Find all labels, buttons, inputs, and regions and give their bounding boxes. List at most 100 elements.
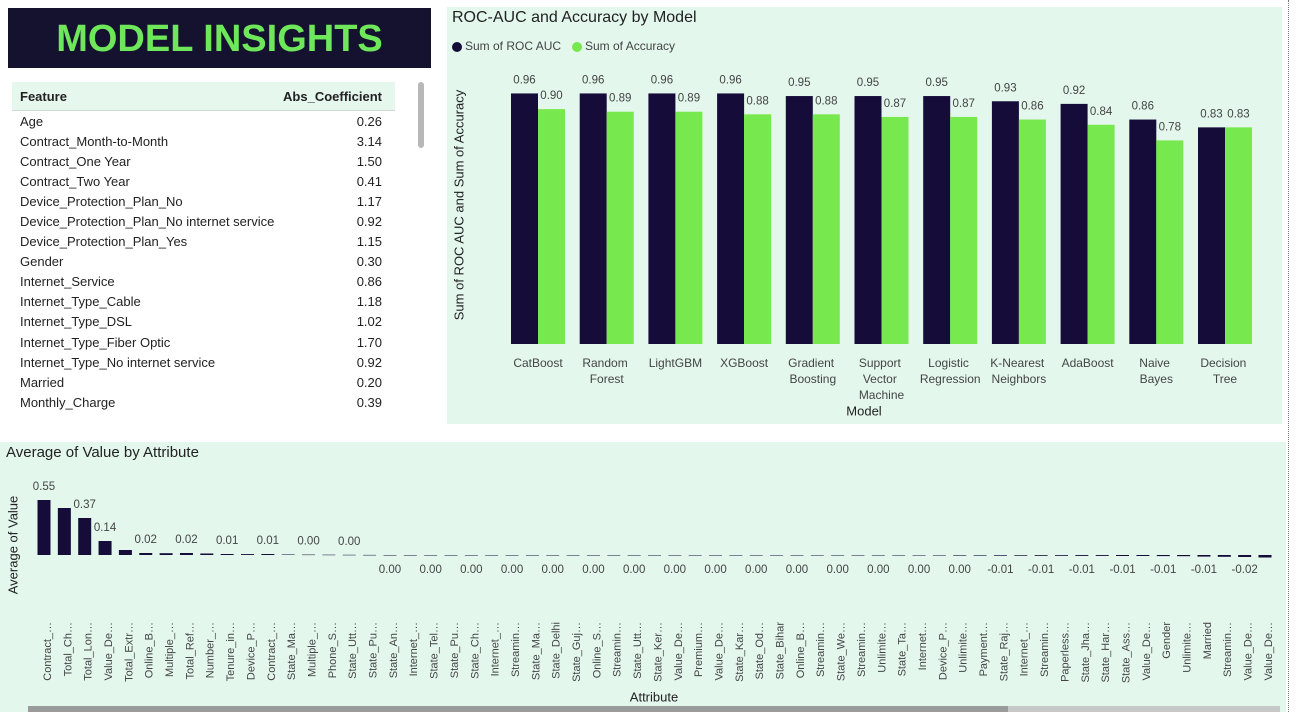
table-header: Feature Abs_Coefficient <box>12 82 395 111</box>
chart-panel: Average of Value by Attribute Attribute Av… <box>0 442 1286 712</box>
data-label: -0.01 <box>1069 564 1095 576</box>
x-tick-label: Multiple_… <box>164 622 176 677</box>
bar <box>1014 555 1028 556</box>
x-tick-label: Streamin… <box>612 622 624 677</box>
x-tick-label: State_Jha… <box>1080 622 1092 683</box>
bar <box>668 555 682 556</box>
table-cell: Internet_Type_Fiber Optic <box>20 334 171 350</box>
table-cell: Contract_Two Year <box>20 173 130 189</box>
data-label: -0.01 <box>1150 564 1176 576</box>
bar <box>1095 555 1109 556</box>
bar <box>179 553 193 555</box>
bar <box>342 554 356 556</box>
bar <box>812 114 840 344</box>
table-body: Age 0.26 Contract_Month-to-Month 3.14 Contra… <box>12 111 395 412</box>
chart-title: ROC-AUC and Accuracy by Model <box>452 9 697 26</box>
table-row: Married 0.20 <box>12 372 395 392</box>
table-row: Internet_Type_DSL 1.02 <box>12 312 395 332</box>
bar <box>1055 555 1068 556</box>
bar <box>717 93 745 344</box>
x-tick-label: Total_Lon… <box>83 622 95 681</box>
data-label: 0.00 <box>786 564 808 576</box>
data-label: 0.00 <box>297 536 319 548</box>
bar <box>579 93 607 344</box>
x-tick-label: Total_Ch… <box>62 622 74 676</box>
bar <box>1034 555 1048 556</box>
data-label: 0.00 <box>419 564 441 576</box>
bar <box>932 555 946 556</box>
bar <box>1197 555 1211 557</box>
data-label: 0.83 <box>1200 108 1222 120</box>
x-axis-title: Attribute <box>630 689 678 704</box>
bar <box>1198 127 1225 345</box>
chart-panel: ROC-AUC and Accuracy by Model Model Sum of… <box>447 7 1282 424</box>
table-cell: Internet_Type_Cable <box>20 294 141 310</box>
scrollbar[interactable] <box>418 82 424 148</box>
x-tick-label: Value_De… <box>1263 622 1275 681</box>
scrollbar[interactable] <box>28 706 1280 712</box>
bar <box>1156 555 1170 557</box>
y-axis-title: Sum of ROC AUC and Sum of Accuracy <box>451 89 466 320</box>
data-label: 0.93 <box>994 82 1016 94</box>
table-row: Contract_One Year 1.50 <box>12 151 395 171</box>
data-label: 0.96 <box>582 74 604 86</box>
table-row: Monthly_Charge 0.39 <box>12 392 395 412</box>
x-tick-label: State_Ass… <box>1120 622 1132 683</box>
x-tick-label: Married <box>1202 622 1214 659</box>
data-label: 0.78 <box>1159 121 1181 133</box>
x-tick-label: Gradient Boosting <box>788 356 837 386</box>
x-tick-label: Device_P… <box>937 622 949 680</box>
x-tick-label: State_Tel… <box>429 622 441 679</box>
bar <box>566 555 580 556</box>
table-row: Device_Protection_Plan_No internet servi… <box>12 211 395 231</box>
x-tick-label: State_Ma… <box>530 622 542 680</box>
bar <box>1156 140 1184 344</box>
bar <box>627 555 641 556</box>
column-header[interactable]: Abs_Coefficient <box>283 88 382 104</box>
bar <box>744 114 772 344</box>
bar <box>241 554 254 555</box>
x-tick-label: Support Vector Machine <box>859 356 905 402</box>
bar <box>749 555 763 556</box>
table-cell: 0.26 <box>356 113 382 129</box>
x-tick-label: Value_De… <box>673 622 685 681</box>
table-cell: 0.86 <box>356 274 382 290</box>
bar <box>607 555 621 556</box>
bar <box>1225 127 1252 345</box>
bar <box>538 109 565 344</box>
column-header[interactable]: Feature <box>20 88 67 104</box>
table-cell: Married <box>20 374 65 390</box>
x-tick-label: State_Od… <box>754 622 766 679</box>
data-label: 0.00 <box>745 564 767 576</box>
x-tick-label: Streamin… <box>510 622 522 677</box>
bar <box>729 555 743 556</box>
data-label: 0.84 <box>1090 106 1113 118</box>
data-label: 0.00 <box>826 564 848 576</box>
x-tick-label: Contract_… <box>42 622 54 681</box>
x-tick-label: Value_De… <box>103 622 115 681</box>
bar <box>1087 124 1115 344</box>
data-label: 0.00 <box>664 564 686 576</box>
x-tick-label: State_Utt… <box>347 622 359 679</box>
data-label: 0.37 <box>74 499 96 511</box>
x-tick-label: Tenure_in… <box>225 622 237 681</box>
bar <box>118 550 132 555</box>
x-tick-label: Streamin… <box>815 622 827 677</box>
x-tick-label: State_Ch… <box>469 622 481 679</box>
bar <box>973 555 987 556</box>
table-cell: Contract_One Year <box>20 153 131 169</box>
table-row: Gender 0.30 <box>12 252 395 272</box>
bar <box>424 555 438 556</box>
table-cell: 0.92 <box>356 214 382 230</box>
data-label: 0.95 <box>788 77 810 89</box>
bar <box>648 555 661 556</box>
data-label: 0.02 <box>135 534 157 546</box>
legend-label: Sum of ROC AUC <box>465 39 561 53</box>
x-tick-label: AdaBoost <box>1062 356 1115 370</box>
bar <box>790 555 804 556</box>
bar <box>586 555 600 556</box>
data-label: 0.96 <box>513 74 535 86</box>
table-cell: 1.50 <box>356 153 382 169</box>
bar <box>953 555 967 556</box>
